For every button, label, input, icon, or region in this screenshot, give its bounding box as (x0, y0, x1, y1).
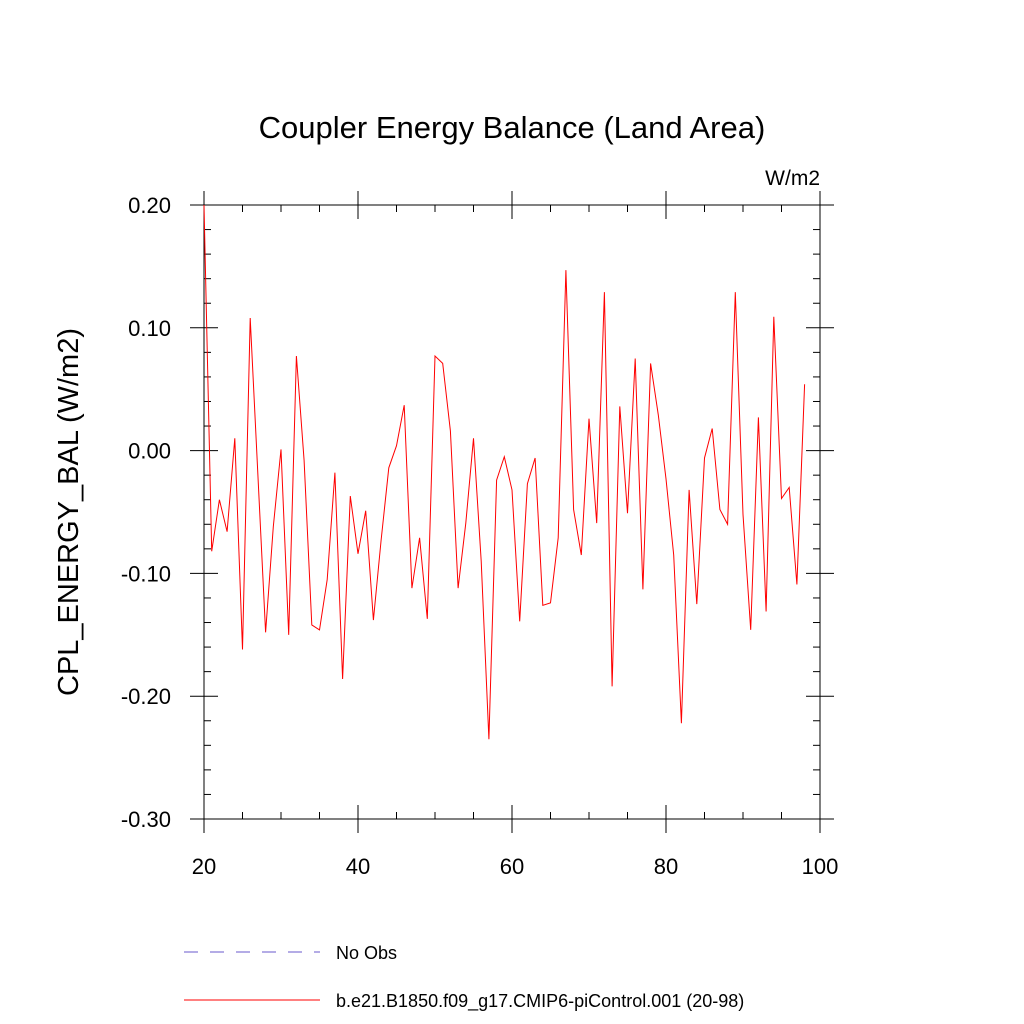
units-label: W/m2 (765, 167, 820, 190)
y-tick-labels: 0.20 0.10 0.00 -0.10 -0.20 -0.30 (121, 193, 171, 832)
y-tick-label: 0.00 (128, 439, 171, 464)
series-group (203, 204, 806, 740)
series-line (203, 204, 806, 740)
major-ticks (190, 191, 834, 833)
x-tick-labels: 20 40 60 80 100 (192, 854, 839, 879)
y-tick-label: 0.20 (128, 193, 171, 218)
x-tick-label: 60 (500, 854, 524, 879)
y-tick-label: -0.10 (121, 561, 171, 586)
y-axis-label: CPL_ENERGY_BAL (W/m2) (53, 328, 85, 696)
x-tick-label: 40 (346, 854, 370, 879)
legend: No Obs b.e21.B1850.f09_g17.CMIP6-piContro… (184, 943, 744, 1012)
chart-title: Coupler Energy Balance (Land Area) (259, 110, 766, 145)
y-tick-label: -0.30 (121, 807, 171, 832)
plot-frame (203, 204, 821, 820)
y-tick-label: -0.20 (121, 684, 171, 709)
x-tick-label: 100 (802, 854, 839, 879)
legend-label: No Obs (336, 943, 397, 963)
x-tick-label: 20 (192, 854, 216, 879)
x-tick-label: 80 (654, 854, 678, 879)
y-tick-label: 0.10 (128, 316, 171, 341)
legend-label: b.e21.B1850.f09_g17.CMIP6-piControl.001 … (336, 991, 744, 1012)
